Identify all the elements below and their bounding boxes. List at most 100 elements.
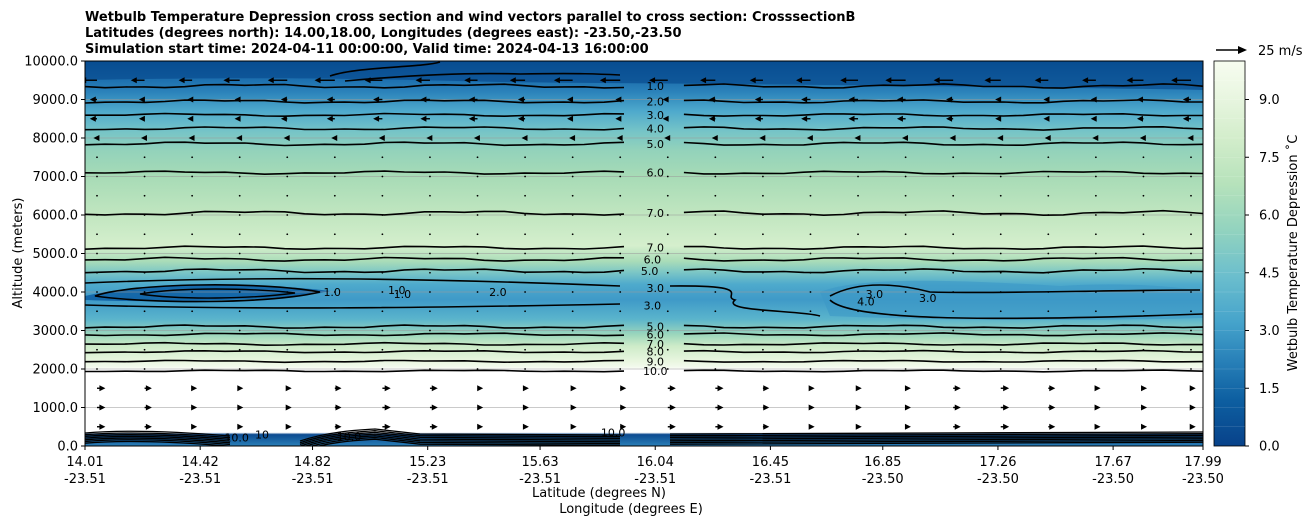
wind-vector [381,175,384,178]
wind-vector [571,271,574,274]
wind-vector-head [191,404,198,411]
wind-vector [191,214,194,216]
wind-vector [381,214,384,216]
contour-line [85,83,1203,89]
wind-vector [1094,194,1097,197]
wind-vector [619,368,622,370]
wind-vector [762,194,764,197]
colorbar-tick-label: 9.0 [1259,93,1280,108]
wind-vector [429,233,431,236]
wind-vector [714,271,717,274]
wind-vector [333,175,336,178]
contour-line [85,125,1203,131]
wind-vector-head [335,385,342,392]
wind-vector [96,348,98,351]
wind-vector [1094,156,1097,159]
contour-label: 3.0 [646,282,664,295]
colorbar-bands [1214,80,1245,427]
wind-vector [1190,156,1192,159]
wind-vector [1094,291,1097,293]
contour-line-surface [85,428,1203,442]
wind-vector [952,156,955,159]
wind-vector [524,291,526,293]
wind-vector [762,233,764,236]
wind-vector-head [567,115,574,122]
contour-line [85,245,1203,251]
wind-vector [191,175,194,178]
wind-vector [1094,214,1097,216]
contour-label: 9.0 [646,355,664,368]
wind-vector [762,329,764,332]
wind-vector [1142,310,1145,313]
wind-vector-head [283,135,290,141]
wind-vector [96,233,98,236]
wind-vector [524,252,526,255]
wind-vector [809,214,812,216]
x-axis-label-latitude: Latitude (degrees N) [532,486,666,501]
contour-line [85,267,1203,274]
contour-lines [85,61,1203,446]
x-tick-label-lon: -23.51 [407,472,449,487]
wind-vector-head [896,96,903,103]
wind-vector [762,271,764,274]
wind-vector-head [426,135,433,141]
wind-vector-head [711,135,718,141]
wind-vector-head [808,423,815,430]
wind-vector [524,368,526,370]
wind-vector-head [854,135,861,141]
wind-vector [524,214,526,216]
wind-vector [96,194,98,197]
wind-vector [238,329,241,332]
wind-vector [952,252,955,255]
wind-vector [1047,175,1050,178]
wind-vector [571,329,574,332]
wind-vector [143,194,146,197]
wind-vector [1190,329,1192,332]
wind-vector [238,175,241,178]
wind-vector [1047,252,1050,255]
wind-vector-head [717,423,724,430]
wind-vector [333,194,336,197]
wind-vector-head [1003,423,1010,430]
x-tick-label-lon: -23.51 [634,472,676,487]
wind-vector-head [522,404,529,411]
wind-vector-head [326,96,333,103]
wind-vector [857,348,859,351]
wind-vector [238,214,241,216]
wind-vector [619,175,622,178]
x-tick-label-lon: -23.50 [1182,472,1224,487]
wind-vector-head [1141,385,1148,392]
wind-vector [714,310,717,313]
wind-vector [286,175,289,178]
wind-vector [1047,233,1050,236]
wind-vector [476,291,479,293]
wind-vector [238,156,241,159]
contour-line [329,61,621,82]
wind-vector-head [237,385,244,392]
wind-vector-head [553,77,560,84]
wind-vector [476,194,479,197]
wind-vector [714,329,717,332]
wind-vector [143,310,146,313]
x-tick-label-lat: 14.01 [66,455,103,470]
contour-line [85,277,821,317]
wind-vector [238,252,241,255]
wind-vector [333,368,336,370]
wind-vector [619,348,622,351]
wind-vector [1190,252,1192,255]
x-tick-label-lat: 16.45 [752,455,789,470]
wind-vector [571,291,574,293]
wind-vector [286,194,289,197]
wind-vector [143,271,146,274]
wind-vector-head [130,77,137,84]
wind-vector-head [569,135,576,141]
dry-core-patch-left [85,285,330,302]
wind-vector-head [902,135,909,141]
contour-line [85,341,1203,347]
wind-vector [571,214,574,216]
contour-label: 3.0 [866,288,884,301]
gridlines [85,99,1203,408]
wind-vector [809,348,812,351]
colorbar-ticks: 0.0 1.5 3.0 4.5 6.0 7.5 9.0 [1245,93,1280,455]
